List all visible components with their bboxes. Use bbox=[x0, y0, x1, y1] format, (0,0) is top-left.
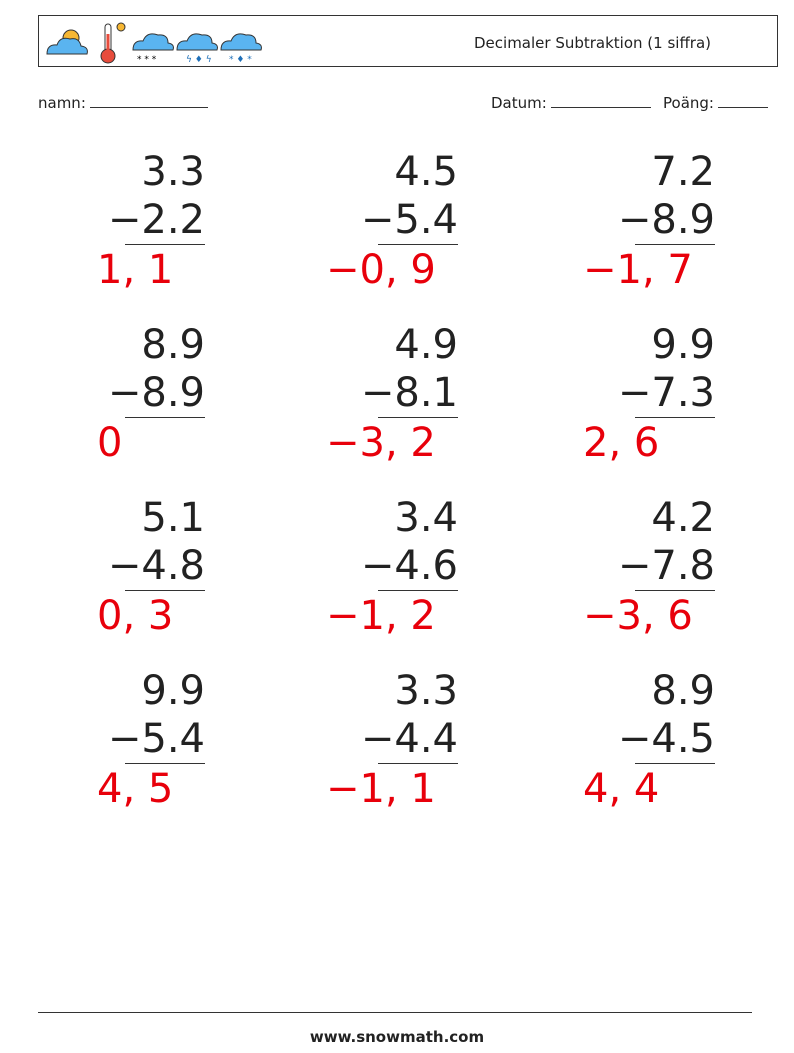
svg-text:ϟ ♦ ϟ: ϟ ♦ ϟ bbox=[186, 55, 212, 65]
subtrahend: −8.1 bbox=[360, 370, 458, 416]
answer-line bbox=[635, 763, 715, 764]
minuend: 3.4 bbox=[394, 495, 458, 541]
answer: 0, 3 bbox=[97, 593, 174, 639]
minuend: 8.9 bbox=[141, 322, 205, 368]
answer: −1, 7 bbox=[583, 247, 693, 293]
subtrahend: −5.4 bbox=[360, 197, 458, 243]
minuend: 3.3 bbox=[394, 668, 458, 714]
blank bbox=[550, 93, 651, 108]
subtrahend: −8.9 bbox=[617, 197, 715, 243]
date-field: Datum: bbox=[491, 93, 651, 112]
minuend: 9.9 bbox=[651, 322, 715, 368]
answer-line bbox=[125, 590, 205, 591]
title: Decimaler Subtraktion (1 siffra) bbox=[474, 34, 711, 52]
answer: −3, 6 bbox=[583, 593, 693, 639]
answer-line bbox=[635, 417, 715, 418]
subtrahend: −5.4 bbox=[107, 716, 205, 762]
minuend: 7.2 bbox=[651, 149, 715, 195]
answer-line bbox=[635, 244, 715, 245]
blank bbox=[89, 93, 208, 108]
minuend: 8.9 bbox=[651, 668, 715, 714]
footer-rule bbox=[38, 1012, 752, 1013]
minuend: 5.1 bbox=[141, 495, 205, 541]
subtrahend: −4.8 bbox=[107, 543, 205, 589]
answer: 4, 4 bbox=[583, 766, 660, 812]
answer-line bbox=[125, 417, 205, 418]
subtrahend: −4.5 bbox=[617, 716, 715, 762]
footer-url: www.snowmath.com bbox=[309, 1028, 485, 1046]
answer: −0, 9 bbox=[326, 247, 436, 293]
subtrahend: −4.4 bbox=[360, 716, 458, 762]
answer: −3, 2 bbox=[326, 420, 436, 466]
name-field: namn: bbox=[38, 93, 208, 112]
answer: −1, 1 bbox=[326, 766, 436, 812]
answer: 4, 5 bbox=[97, 766, 174, 812]
score-label: Poäng: bbox=[663, 94, 714, 112]
answer: 0 bbox=[97, 420, 123, 466]
answer: −1, 2 bbox=[326, 593, 436, 639]
minuend: 9.9 bbox=[141, 668, 205, 714]
answer-line bbox=[125, 244, 205, 245]
subtrahend: −8.9 bbox=[107, 370, 205, 416]
date-label: Datum: bbox=[491, 94, 547, 112]
answer: 1, 1 bbox=[97, 247, 174, 293]
blank bbox=[717, 93, 768, 108]
subtrahend: −4.6 bbox=[360, 543, 458, 589]
header: * * * ϟ ♦ ϟ * ♦ * Decimaler Subtraktion … bbox=[38, 15, 778, 67]
subtrahend: −2.2 bbox=[107, 197, 205, 243]
answer-line bbox=[378, 763, 458, 764]
answer-line bbox=[635, 590, 715, 591]
minuend: 4.9 bbox=[394, 322, 458, 368]
subtrahend: −7.3 bbox=[617, 370, 715, 416]
score-field: Poäng: bbox=[663, 93, 768, 112]
subtrahend: −7.8 bbox=[617, 543, 715, 589]
answer-line bbox=[378, 244, 458, 245]
answer: 2, 6 bbox=[583, 420, 660, 466]
weather-icons: * * * ϟ ♦ ϟ * ♦ * bbox=[46, 22, 262, 65]
minuend: 4.5 bbox=[394, 149, 458, 195]
minuend: 3.3 bbox=[141, 149, 205, 195]
answer-line bbox=[125, 763, 205, 764]
svg-text:* * *: * * * bbox=[137, 55, 157, 65]
svg-text:* ♦ *: * ♦ * bbox=[229, 55, 252, 65]
name-label: namn: bbox=[38, 94, 86, 112]
minuend: 4.2 bbox=[651, 495, 715, 541]
answer-line bbox=[378, 590, 458, 591]
answer-line bbox=[378, 417, 458, 418]
